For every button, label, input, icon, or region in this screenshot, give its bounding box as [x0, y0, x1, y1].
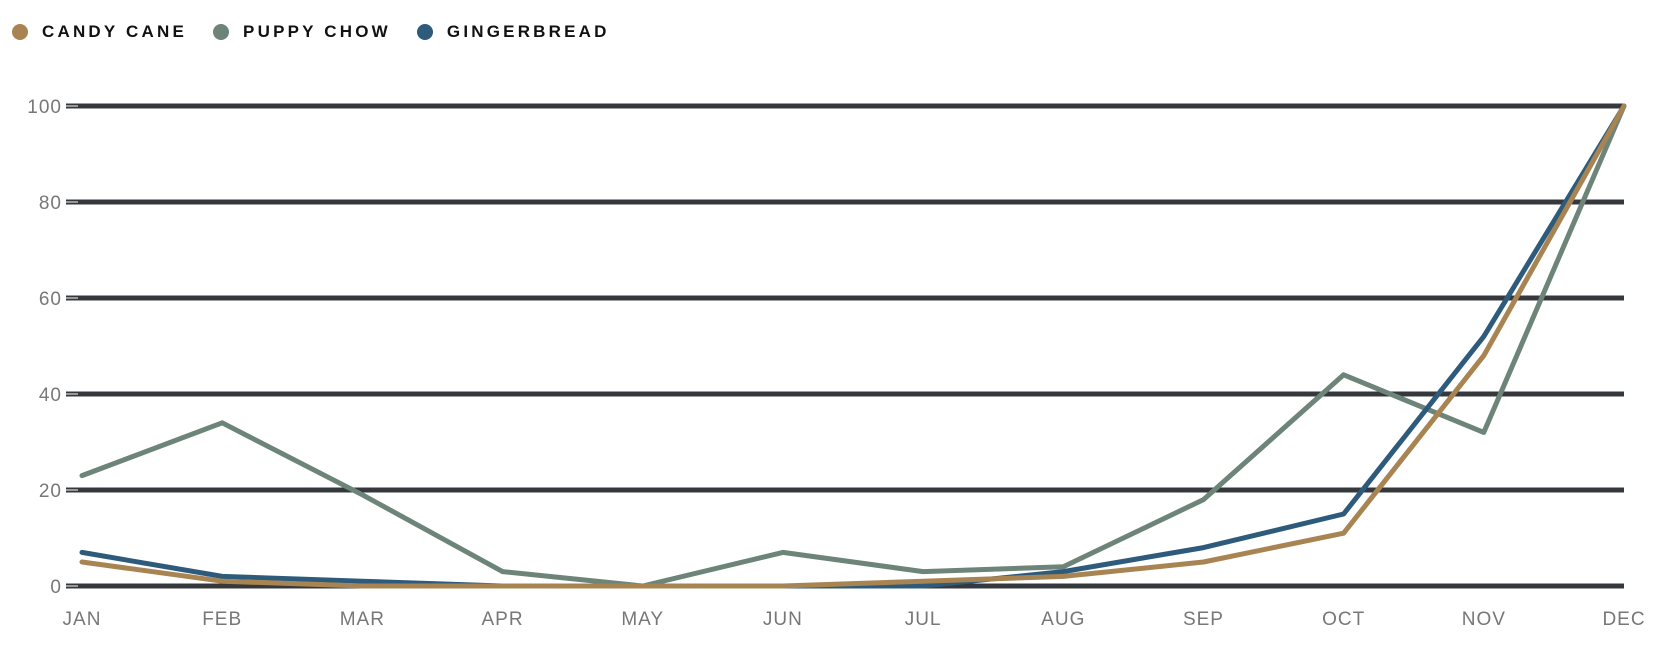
data-point-gingerbread — [1341, 511, 1346, 517]
x-tick-label: JAN — [63, 609, 102, 630]
data-point-candy-cane — [219, 579, 225, 584]
data-point-puppy-chow — [360, 492, 365, 497]
data-point-candy-cane — [360, 583, 365, 589]
data-point-candy-cane — [780, 583, 786, 589]
data-point-candy-cane — [1621, 103, 1627, 109]
series-line-gingerbread — [79, 103, 1627, 589]
x-tick-label: SEP — [1183, 609, 1224, 630]
data-point-gingerbread — [1201, 545, 1206, 550]
data-point-candy-cane — [640, 583, 645, 589]
data-point-candy-cane — [920, 579, 926, 584]
x-tick-label: APR — [482, 609, 524, 630]
y-tick-label: 40 — [39, 385, 62, 406]
series-line-puppy-chow — [79, 103, 1627, 589]
data-point-gingerbread — [920, 583, 926, 589]
legend-item-candy-cane[interactable]: CANDY CANE — [12, 22, 187, 42]
y-tick-label: 80 — [39, 193, 62, 214]
data-point-candy-cane — [1201, 559, 1206, 565]
data-point-puppy-chow — [1481, 430, 1487, 435]
data-point-candy-cane — [1341, 531, 1346, 536]
legend-item-puppy-chow[interactable]: PUPPY CHOW — [213, 22, 391, 42]
data-point-puppy-chow — [780, 550, 786, 555]
x-tick-label: OCT — [1322, 609, 1365, 630]
x-tick-label: JUN — [763, 609, 803, 630]
data-point-candy-cane — [1061, 574, 1066, 579]
legend-item-gingerbread[interactable]: GINGERBREAD — [416, 22, 610, 42]
y-tick-label: 60 — [39, 289, 62, 310]
y-tick-label: 100 — [27, 97, 62, 118]
data-point-puppy-chow — [1341, 372, 1346, 377]
data-point-puppy-chow — [1061, 564, 1066, 569]
x-tick-label: JUL — [905, 609, 942, 630]
data-point-gingerbread — [1481, 334, 1487, 339]
x-tick-label: AUG — [1041, 609, 1085, 630]
x-tick-label: FEB — [202, 609, 242, 630]
legend: CANDY CANE PUPPY CHOW GINGERBREAD — [12, 22, 636, 42]
data-point-gingerbread — [1061, 569, 1066, 574]
data-point-gingerbread — [360, 579, 365, 584]
data-point-gingerbread — [219, 574, 225, 579]
legend-dot-candy-cane — [12, 24, 28, 40]
data-point-puppy-chow — [79, 473, 85, 478]
legend-label-puppy-chow: PUPPY CHOW — [243, 22, 391, 41]
data-point-puppy-chow — [920, 569, 926, 574]
series-line-candy-cane — [79, 103, 1627, 589]
y-tick-label: 20 — [39, 481, 62, 502]
data-point-candy-cane — [79, 559, 85, 565]
x-tick-label: MAY — [621, 609, 664, 630]
x-tick-label: MAR — [340, 609, 385, 630]
legend-dot-puppy-chow — [213, 24, 230, 40]
x-tick-label: NOV — [1462, 609, 1506, 630]
data-point-gingerbread — [79, 550, 85, 555]
data-point-puppy-chow — [1201, 497, 1206, 502]
legend-label-gingerbread: GINGERBREAD — [446, 22, 610, 41]
legend-label-candy-cane: CANDY CANE — [42, 22, 188, 41]
legend-dot-gingerbread — [416, 24, 433, 40]
data-point-puppy-chow — [219, 420, 225, 425]
x-tick-label: DEC — [1602, 609, 1645, 630]
data-point-puppy-chow — [500, 569, 505, 574]
data-point-candy-cane — [1481, 353, 1487, 358]
data-point-candy-cane — [500, 583, 505, 589]
y-tick-label: 0 — [50, 577, 62, 598]
